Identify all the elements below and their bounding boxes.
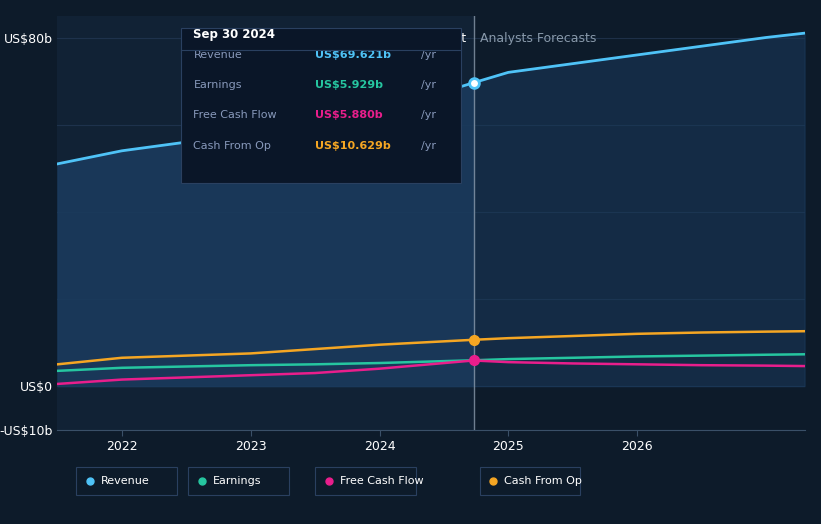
Text: Analysts Forecasts: Analysts Forecasts [480,32,596,45]
Text: /yr: /yr [421,140,436,150]
Text: /yr: /yr [421,111,436,121]
Text: Free Cash Flow: Free Cash Flow [340,476,424,486]
Text: /yr: /yr [421,50,436,60]
FancyBboxPatch shape [315,466,416,495]
Text: Earnings: Earnings [213,476,261,486]
Text: Revenue: Revenue [101,476,149,486]
Text: Sep 30 2024: Sep 30 2024 [194,28,275,41]
Text: Cash From Op: Cash From Op [504,476,582,486]
Text: US$10.629b: US$10.629b [315,140,391,150]
FancyBboxPatch shape [76,466,177,495]
FancyBboxPatch shape [181,28,461,183]
Text: Cash From Op: Cash From Op [194,140,271,150]
Bar [57,16,474,430]
Text: Past: Past [441,32,467,45]
Text: Revenue: Revenue [194,50,242,60]
FancyBboxPatch shape [188,466,289,495]
Text: Earnings: Earnings [194,80,242,90]
Text: US$69.621b: US$69.621b [315,50,392,60]
Text: US$5.929b: US$5.929b [315,80,383,90]
Text: /yr: /yr [421,80,436,90]
Text: Free Cash Flow: Free Cash Flow [194,111,277,121]
FancyBboxPatch shape [479,466,580,495]
Text: US$5.880b: US$5.880b [315,111,383,121]
